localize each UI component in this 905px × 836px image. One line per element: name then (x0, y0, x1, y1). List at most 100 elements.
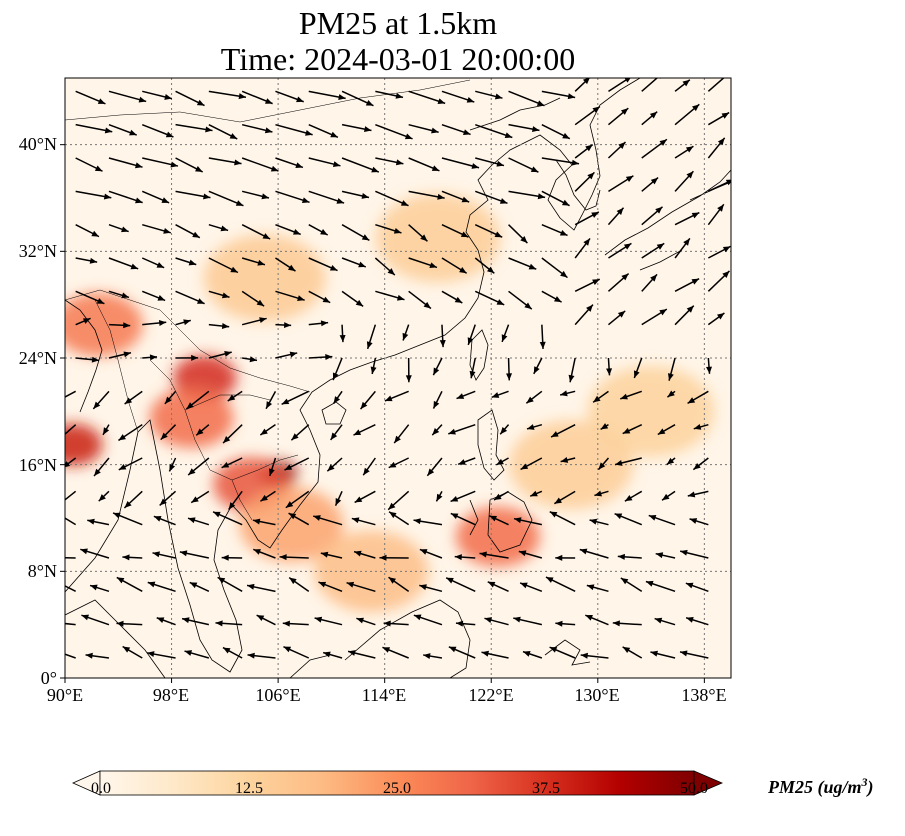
wind-arrow (312, 515, 343, 526)
wind-arrow (574, 278, 601, 293)
wind-arrow (706, 357, 713, 374)
wind-arrow (87, 518, 110, 526)
wind-arrow (441, 223, 469, 238)
wind-arrow (435, 490, 443, 502)
wind-arrow (164, 390, 177, 405)
wind-arrow (529, 490, 543, 497)
coastline-gulf-bohai (469, 97, 561, 131)
wind-arrow (508, 123, 540, 133)
wind-arrow (574, 171, 595, 192)
wind-arrow (617, 553, 642, 560)
wind-arrow (153, 515, 176, 526)
wind-arrow (555, 620, 576, 627)
wind-arrow (75, 223, 100, 238)
pm25-hotspot (65, 292, 143, 357)
wind-arrow (574, 211, 600, 226)
wind-arrow (707, 312, 725, 326)
wind-arrow (506, 357, 513, 381)
lat-tick-label-16: 16°N (18, 455, 57, 475)
wind-arrow (374, 257, 396, 276)
wind-arrow (484, 617, 509, 626)
wind-arrow (549, 646, 576, 659)
wind-arrow (98, 490, 110, 502)
wind-arrow (375, 123, 413, 140)
wind-arrow (439, 324, 446, 348)
wind-arrow (445, 577, 476, 593)
wind-arrow (620, 390, 643, 400)
wind-arrow (108, 223, 129, 233)
wind-arrow (574, 237, 591, 259)
wind-arrow (142, 90, 173, 100)
colorbar-title-exponent: 3 (861, 775, 868, 789)
colorbar (72, 770, 724, 796)
wind-arrow (208, 90, 247, 100)
pm25-hotspot (149, 388, 234, 448)
colorbar-title-text: PM25 (ug/m (768, 777, 862, 797)
wind-arrow (674, 79, 691, 92)
colorbar-gradient (99, 770, 695, 796)
wind-arrow (141, 190, 170, 204)
wind-arrow (600, 423, 609, 430)
wind-arrow (383, 620, 409, 627)
wind-arrow (388, 576, 410, 592)
wind-arrow (508, 290, 533, 310)
wind-arrow (208, 257, 239, 274)
wind-arrow (283, 645, 310, 659)
wind-arrow (215, 620, 243, 627)
wind-arrow (116, 620, 143, 627)
wind-arrow (281, 390, 310, 405)
wind-arrow (441, 190, 470, 203)
wind-arrow (419, 548, 443, 559)
wind-arrow (469, 357, 476, 379)
wind-arrow (241, 90, 273, 105)
map-frame (64, 77, 732, 679)
coastlines (65, 78, 731, 678)
lon-tick-label-90: 90°E (46, 685, 84, 705)
wind-arrow (408, 290, 432, 310)
wind-arrow (75, 190, 112, 200)
wind-arrow (666, 457, 676, 466)
wind-arrow (405, 357, 412, 383)
wind-arrow (175, 190, 211, 200)
wind-arrow (318, 581, 343, 593)
wind-arrow (108, 90, 147, 103)
wind-arrow (402, 324, 410, 341)
wind-arrow (441, 90, 475, 103)
wind-arrow (661, 490, 676, 501)
wind-arrow (657, 424, 676, 436)
wind-arrow (607, 107, 629, 126)
wind-arrow (408, 90, 446, 105)
wind-arrow (620, 577, 643, 592)
wind-arrow (221, 457, 243, 469)
wind-arrow (674, 237, 691, 259)
wind-arrow (525, 390, 543, 404)
wind-arrow (141, 290, 166, 302)
wind-arrow (533, 357, 543, 375)
wind-arrow (92, 390, 110, 410)
wind-arrow (65, 585, 76, 593)
wind-arrow (408, 257, 438, 269)
wind-arrow (408, 157, 440, 172)
wind-arrow (687, 390, 709, 405)
wind-arrow (222, 646, 243, 659)
wind-arrow (341, 90, 374, 107)
wind-arrow (108, 157, 143, 169)
wind-arrow (607, 272, 630, 292)
wind-arrow (326, 457, 343, 472)
wind-arrow (353, 550, 376, 559)
wind-arrow (241, 223, 271, 240)
wind-arrow (614, 512, 643, 526)
wind-arrow (493, 490, 509, 501)
coastline-borneo (289, 599, 471, 678)
wind-arrow (508, 224, 528, 244)
wind-arrow (541, 157, 580, 166)
coastline-visayas-mindanao (469, 491, 533, 553)
wind-arrow (413, 518, 443, 526)
wind-arrow (555, 554, 576, 561)
wind-arrow (384, 390, 409, 402)
wind-arrow (441, 290, 463, 304)
colorbar-tick-label: 25.0 (383, 780, 411, 797)
colorbar-title: PM25 (ug/m3) (768, 775, 874, 798)
wind-arrow (450, 512, 476, 526)
wind-arrow (541, 90, 576, 100)
